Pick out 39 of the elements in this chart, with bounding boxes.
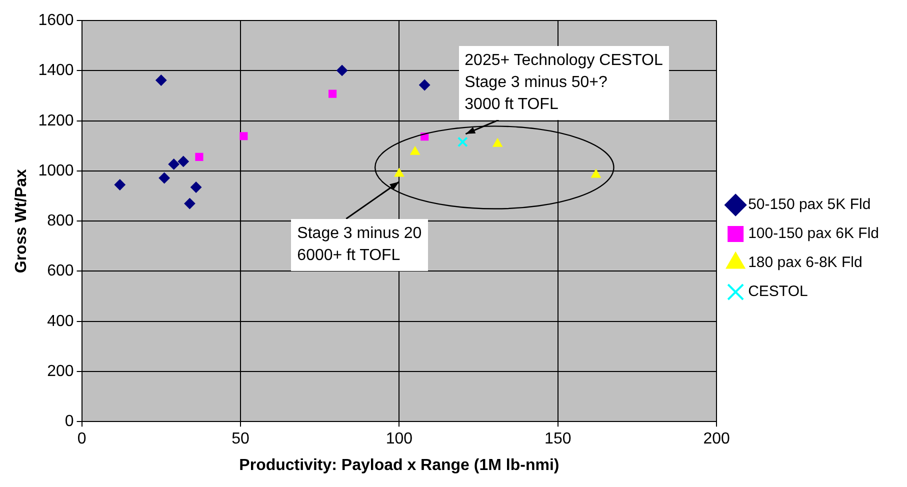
legend-label: 100-150 pax 6K Fld: [748, 225, 879, 242]
point: [190, 182, 202, 193]
point: [336, 64, 348, 76]
y-axis-title: Gross Wt/Pax: [13, 168, 30, 274]
legend-label: 50-150 pax 5K Fld: [748, 196, 871, 214]
y-tick-label: 1400: [38, 62, 74, 80]
point: [184, 198, 196, 210]
x-tick-label: 150: [544, 430, 572, 448]
y-tick-label: 1200: [38, 112, 74, 130]
annotation: 2025+ Technology CESTOL Stage 3 minus 50+? 3000 ft TOFL: [458, 46, 669, 120]
y-tick-label: 600: [47, 262, 74, 280]
point: [168, 158, 180, 170]
x-tick-label: 100: [386, 430, 413, 448]
x-tick-label: 200: [703, 430, 730, 448]
y-tick-label: 1600: [38, 12, 74, 30]
y-tick-label: 1000: [38, 162, 74, 180]
y-tick-label: 0: [64, 413, 74, 430]
point: [178, 156, 189, 167]
annotation: Stage 3 minus 20 6000+ ft TOFL: [291, 218, 428, 271]
point: [195, 152, 204, 161]
point: [158, 172, 170, 184]
x-axis-title: Productivity: Payload x Range (1M lb-nmi): [239, 456, 560, 474]
point: [156, 74, 167, 86]
point: [457, 136, 468, 148]
legend-label: CESTOL: [748, 283, 808, 300]
legend-label: 180 pax 6-8K Fld: [748, 254, 862, 272]
point: [394, 168, 404, 177]
point: [328, 90, 337, 98]
y-tick-label: 400: [47, 312, 74, 330]
x-tick-label: 0: [77, 430, 86, 448]
y-tick-label: 800: [47, 212, 74, 230]
point: [591, 169, 601, 178]
x-tick-label: 50: [232, 430, 250, 448]
point: [114, 179, 126, 190]
y-tick-label: 200: [47, 362, 74, 380]
point: [240, 132, 248, 140]
point: [410, 146, 420, 155]
point: [492, 138, 502, 147]
point: [419, 80, 430, 91]
